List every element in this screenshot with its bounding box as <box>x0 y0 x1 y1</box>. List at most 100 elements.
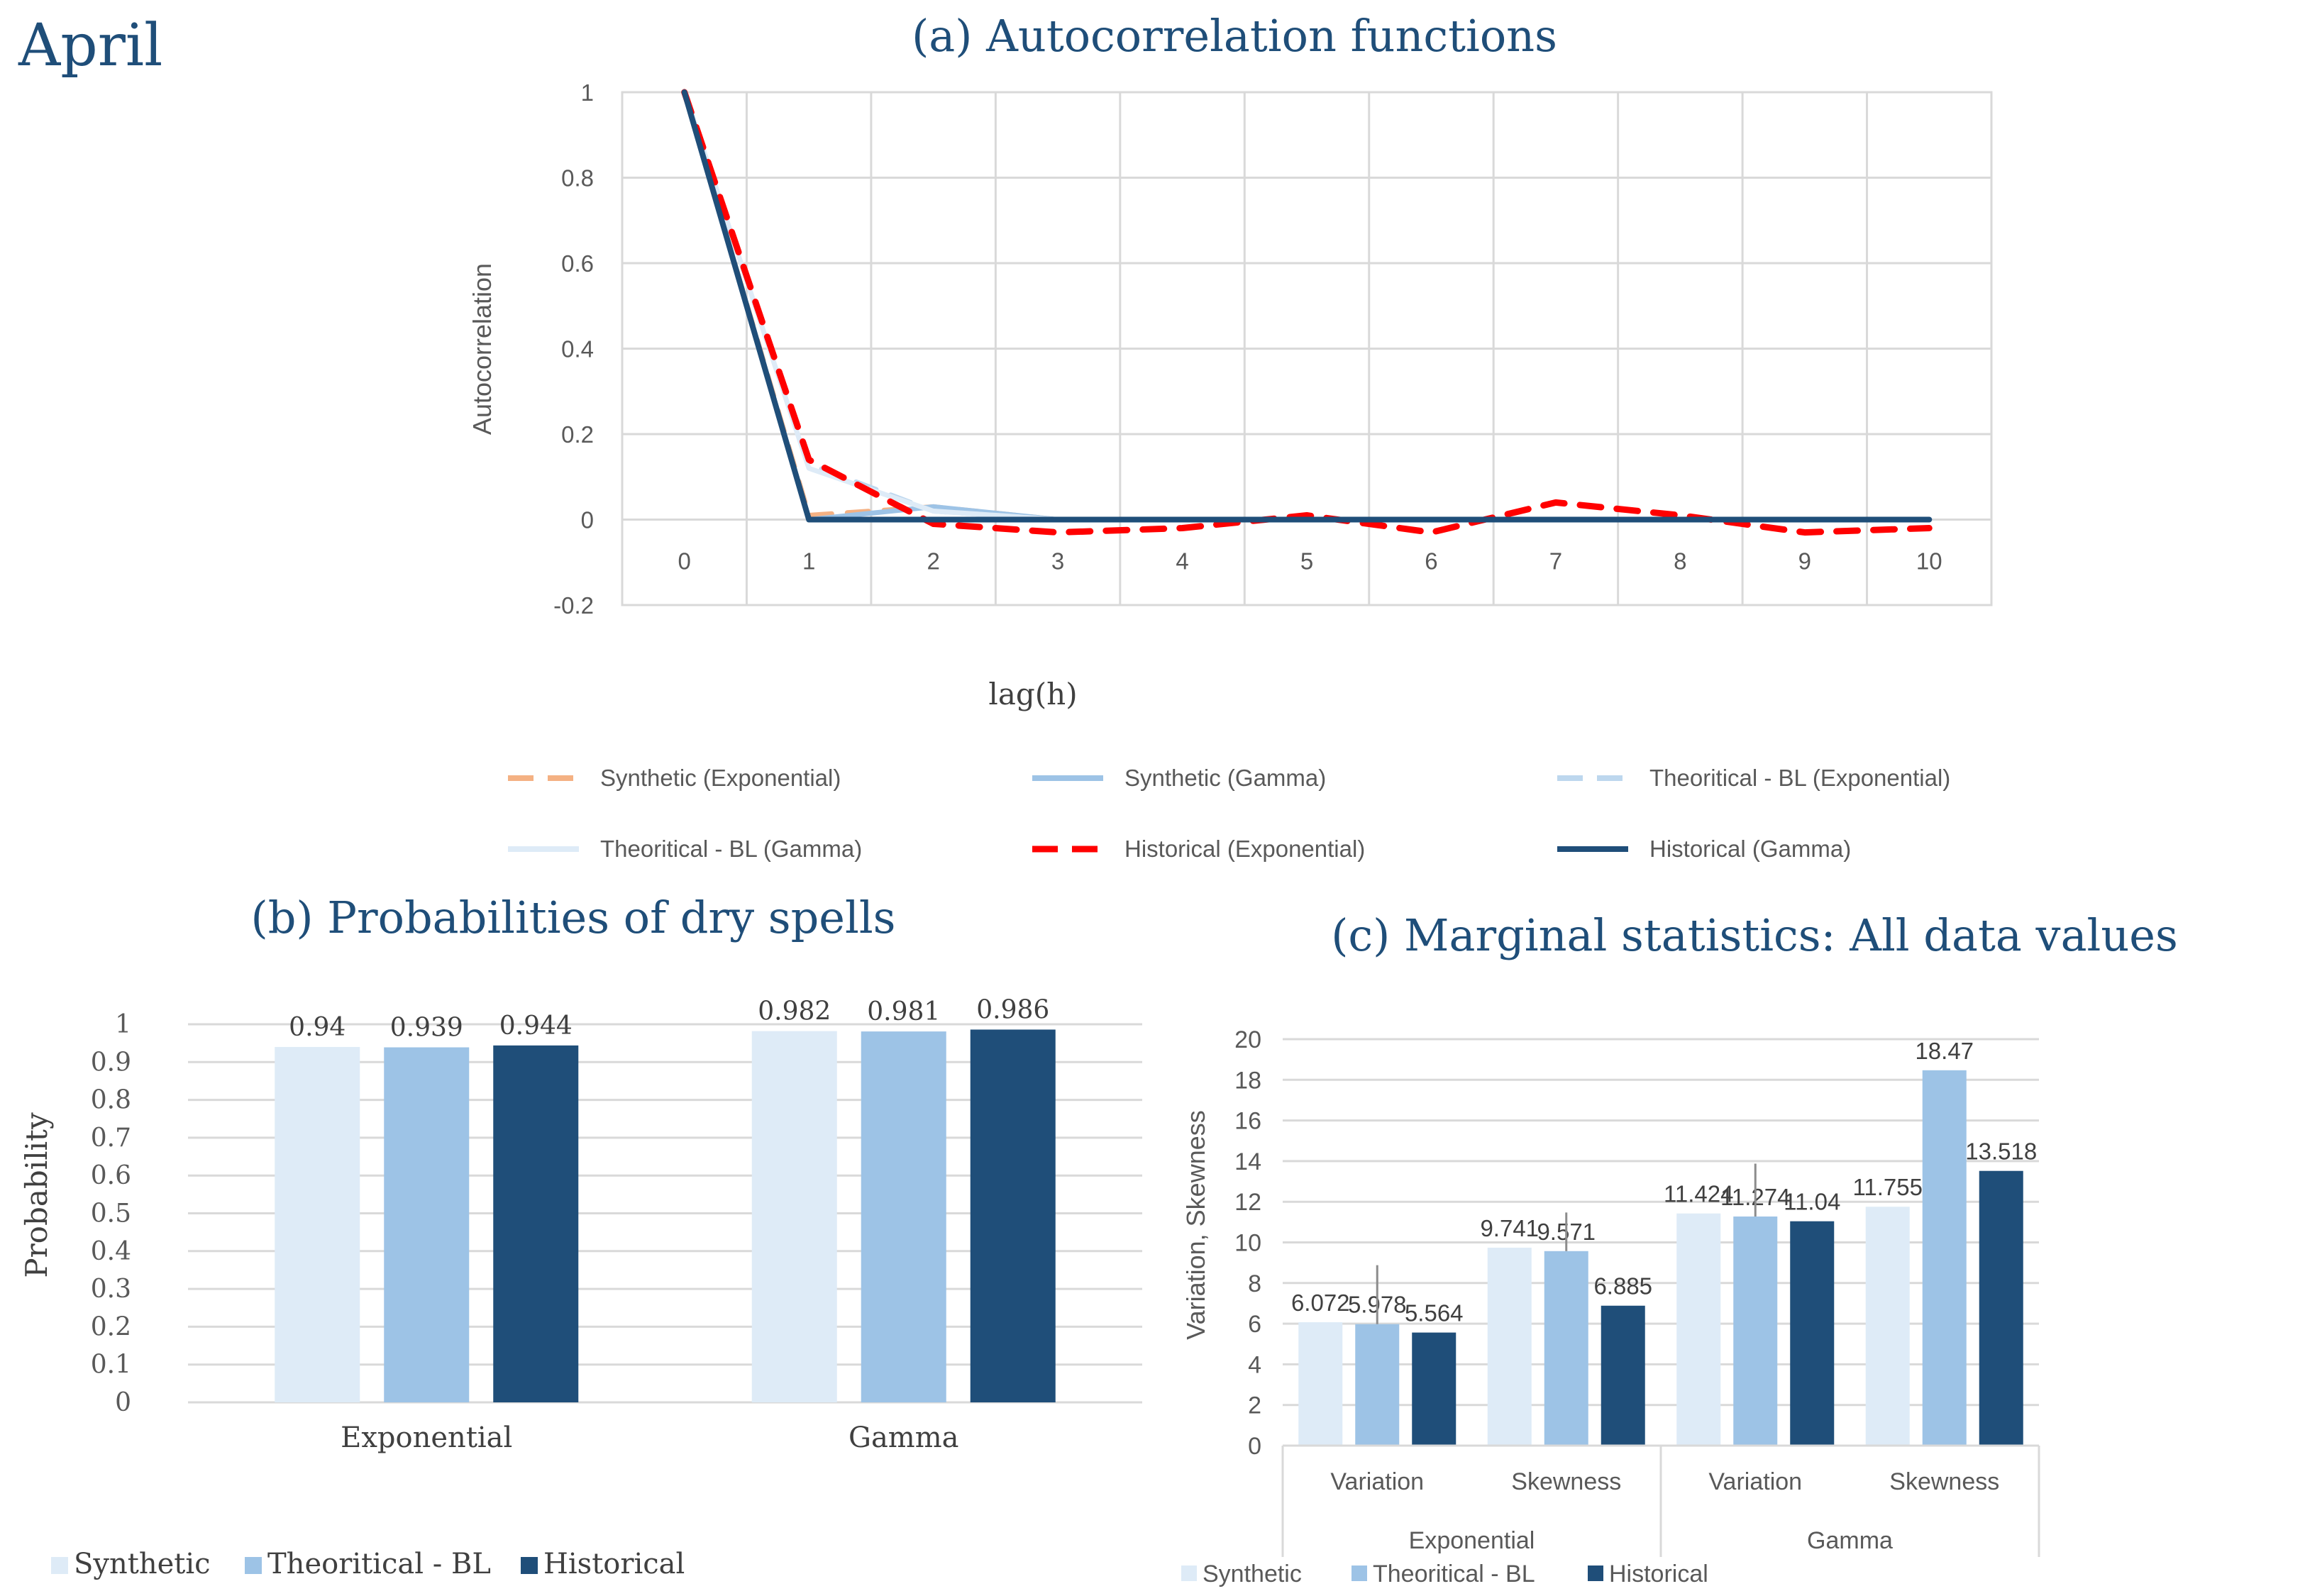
chart-b-y-tick-label: 0.8 <box>91 1086 131 1115</box>
chart-c-legend: Synthetic Theoritical - BL Historical <box>1181 1561 1708 1587</box>
chart-c-group-label: Exponential <box>1409 1527 1535 1554</box>
chart-a-y-tick-label: 0.4 <box>561 336 594 362</box>
chart-a-x-tick-label: 0 <box>678 548 691 575</box>
chart-a-y-ticks: 1 0.8 0.6 0.4 0.2 0 -0.2 <box>553 79 594 619</box>
chart-b-x-tick-label: Gamma <box>849 1422 959 1454</box>
chart-a-legend-label: Synthetic (Gamma) <box>1124 765 1326 791</box>
chart-c-y-tick-label: 2 <box>1248 1392 1261 1419</box>
chart-b-y-tick-label: 0.4 <box>91 1237 131 1266</box>
chart-a-x-tick-label: 5 <box>1300 548 1313 575</box>
chart-a-series-line-hist_gamma <box>681 89 1933 523</box>
chart-b-data-label: 0.986 <box>976 995 1049 1024</box>
chart-c-bar-bar_synthetic <box>1865 1207 1910 1446</box>
chart-a-series-line-hist_exp <box>681 89 1933 536</box>
chart-b-legend-swatch <box>51 1557 68 1574</box>
chart-c-y-tick-label: 4 <box>1248 1351 1261 1378</box>
chart-c-bar-bar_synthetic <box>1298 1322 1343 1446</box>
chart-a-title: (a) Autocorrelation functions <box>912 10 1557 62</box>
chart-c-y-tick-label: 10 <box>1234 1230 1261 1257</box>
chart-a-x-tick-label: 9 <box>1798 548 1811 575</box>
chart-a-x-tick-label: 10 <box>1916 548 1942 575</box>
chart-c-x-tick-label: Variation <box>1708 1468 1802 1495</box>
chart-b-x-ticks: Exponential Gamma <box>341 1422 958 1454</box>
chart-a-x-tick-label: 2 <box>927 548 939 575</box>
chart-b-title: (b) Probabilities of dry spells <box>251 892 896 943</box>
chart-b-data-label: 0.982 <box>758 997 831 1026</box>
chart-c-bar-bar_historical <box>1412 1332 1456 1446</box>
chart-b-bar-bar_synthetic <box>275 1046 360 1402</box>
dry-spell-probability-chart: (b) Probabilities of dry spells 1 0.9 0.8 0… <box>19 892 1142 1580</box>
chart-c-data-label: 18.47 <box>1915 1038 1974 1064</box>
chart-c-legend-swatch <box>1352 1565 1367 1581</box>
chart-a-y-tick-label: 0.6 <box>561 250 594 277</box>
chart-b-legend-label: Synthetic <box>74 1548 211 1580</box>
chart-a-x-tick-label: 8 <box>1674 548 1686 575</box>
chart-c-x-tick-label: Variation <box>1330 1468 1424 1495</box>
chart-a-y-tick-label: 0 <box>581 507 594 533</box>
chart-a-legend: Synthetic (Exponential) Synthetic (Gamma)… <box>508 765 1950 862</box>
chart-c-bar-bar_synthetic <box>1676 1213 1721 1446</box>
autocorrelation-chart: (a) Autocorrelation functions 1 0.8 0.6 0.4… <box>468 10 1993 862</box>
chart-a-x-tick-label: 4 <box>1176 548 1188 575</box>
chart-c-data-label: 5.564 <box>1405 1300 1464 1326</box>
chart-c-x-tick-label: Skewness <box>1889 1468 1999 1495</box>
chart-c-bar-bar_synthetic <box>1487 1247 1532 1446</box>
chart-b-legend-label: Historical <box>543 1548 685 1580</box>
chart-b-data-label: 0.939 <box>390 1014 463 1043</box>
chart-c-y-tick-label: 18 <box>1234 1067 1261 1094</box>
chart-b-bar-bar_historical <box>970 1029 1056 1402</box>
chart-a-y-tick-label: -0.2 <box>553 592 594 619</box>
chart-b-y-tick-label: 0.7 <box>91 1124 131 1153</box>
chart-c-x-tick-label: Skewness <box>1511 1468 1621 1495</box>
chart-c-legend-label: Synthetic <box>1203 1561 1302 1587</box>
chart-b-data-label: 0.981 <box>867 997 940 1026</box>
chart-b-data-label: 0.944 <box>499 1012 573 1041</box>
page-title: April <box>18 12 162 79</box>
chart-a-x-ticks: 0 1 2 3 4 5 6 7 8 9 10 <box>678 548 1942 575</box>
chart-c-y-axis-label: Variation, Skewness <box>1181 1110 1210 1340</box>
chart-c-data-label: 11.04 <box>1784 1189 1840 1215</box>
marginal-statistics-chart: (c) Marginal statistics: All data values… <box>1181 909 2178 1587</box>
chart-c-data-label: 9.741 <box>1480 1215 1539 1241</box>
chart-a-y-tick-label: 0.2 <box>561 421 594 448</box>
chart-c-y-tick-label: 12 <box>1234 1189 1261 1216</box>
chart-c-y-tick-label: 16 <box>1234 1108 1261 1135</box>
chart-c-bars: 6.0725.9785.5649.7419.5716.88511.42411.2… <box>1291 1038 2037 1446</box>
chart-a-x-tick-label: 6 <box>1425 548 1437 575</box>
chart-c-legend-swatch <box>1588 1565 1603 1581</box>
chart-a-legend-label: Theoritical - BL (Gamma) <box>600 836 862 862</box>
chart-c-legend-label: Theoritical - BL <box>1373 1561 1535 1587</box>
chart-c-bar-bar_historical <box>1979 1170 2023 1446</box>
chart-c-bar-bar_theoretical <box>1733 1216 1778 1446</box>
chart-c-y-tick-label: 8 <box>1248 1270 1261 1297</box>
chart-b-y-tick-label: 0 <box>115 1388 131 1417</box>
chart-b-legend: Synthetic Theoritical - BL Historical <box>51 1548 685 1580</box>
chart-c-data-label: 11.424 <box>1664 1181 1733 1207</box>
chart-b-y-tick-label: 0.2 <box>91 1312 131 1341</box>
chart-a-legend-label: Historical (Exponential) <box>1124 836 1365 862</box>
chart-b-bar-bar_theoretical <box>861 1031 946 1402</box>
chart-b-legend-swatch <box>521 1557 538 1574</box>
chart-a-y-tick-label: 1 <box>581 79 594 106</box>
chart-c-bar-bar_historical <box>1790 1221 1835 1446</box>
chart-c-bar-bar_theoretical <box>1922 1070 1967 1446</box>
chart-a-legend-label: Theoritical - BL (Exponential) <box>1649 765 1950 791</box>
chart-b-bars: 0.94 0.939 0.944 0.982 0.981 0.986 <box>275 995 1056 1402</box>
chart-c-y-tick-label: 6 <box>1248 1311 1261 1338</box>
chart-a-y-tick-label: 0.8 <box>561 165 594 192</box>
chart-a-x-axis-label: lag(h) <box>988 677 1077 711</box>
chart-c-data-label: 6.885 <box>1593 1273 1652 1299</box>
chart-c-legend-label: Historical <box>1609 1561 1708 1587</box>
chart-a-legend-label: Historical (Gamma) <box>1649 836 1851 862</box>
chart-a-x-tick-label: 1 <box>802 548 815 575</box>
chart-c-bar-bar_theoretical <box>1355 1324 1400 1446</box>
chart-a-legend-label: Synthetic (Exponential) <box>600 765 841 791</box>
chart-c-bar-bar_theoretical <box>1544 1251 1588 1446</box>
chart-b-y-tick-label: 1 <box>115 1010 131 1039</box>
chart-c-y-tick-label: 0 <box>1248 1433 1261 1460</box>
chart-b-legend-swatch <box>245 1557 262 1574</box>
chart-b-bar-bar_synthetic <box>751 1031 837 1402</box>
chart-a-x-tick-label: 7 <box>1549 548 1562 575</box>
